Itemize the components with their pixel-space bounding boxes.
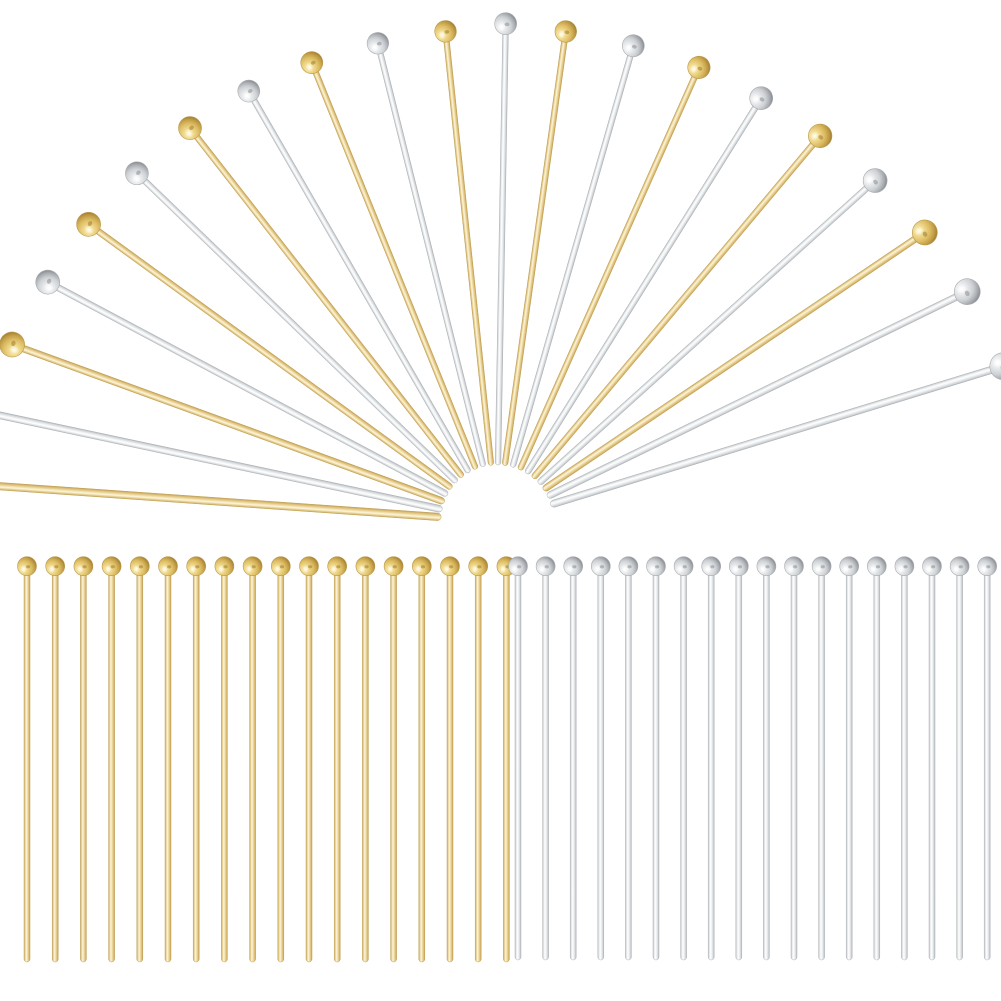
pin-shaft <box>531 138 819 480</box>
ball-specular-highlight <box>84 225 94 234</box>
ball-specular-highlight <box>243 91 252 101</box>
ball-seam-mark <box>504 22 510 27</box>
ball-specular-highlight <box>371 42 379 52</box>
ball-specular-highlight <box>305 62 314 72</box>
ball-seam-mark <box>873 179 878 185</box>
fan-pin-13-silver <box>510 34 645 468</box>
ball-seam-mark <box>759 97 765 102</box>
fan-pin-19-silver <box>546 278 981 499</box>
ball-seam-mark <box>964 290 970 297</box>
pin-shaft <box>537 182 873 485</box>
ball-seam-mark <box>46 278 52 284</box>
pin-shaft <box>139 175 458 484</box>
ball-specular-highlight <box>690 64 698 74</box>
fan-pin-20-silver <box>550 352 1001 508</box>
fan-pin-16-gold <box>531 123 833 480</box>
ball-specular-highlight <box>956 284 968 294</box>
ball-seam-mark <box>189 125 194 130</box>
fan-pin-2-gold <box>0 331 445 505</box>
ball-seam-mark <box>564 30 570 35</box>
pin-shaft <box>0 410 443 513</box>
ball-seam-mark <box>247 88 253 94</box>
ball-seam-mark <box>11 340 16 347</box>
fan-pin-0-gold <box>0 480 442 521</box>
ball-specular-highlight <box>558 29 566 39</box>
fan-pin-14-gold <box>517 55 711 471</box>
ball-seam-mark <box>697 66 703 71</box>
fan-pin-17-silver <box>537 168 888 485</box>
ball-specular-highlight <box>810 131 820 141</box>
pin-shaft <box>502 35 568 466</box>
ball-specular-highlight <box>132 174 141 183</box>
fan-pin-5-silver <box>125 161 458 484</box>
pin-shaft <box>0 480 442 521</box>
fan-pin-4-gold <box>76 211 453 490</box>
ball-specular-highlight <box>44 283 54 292</box>
pin-shaft <box>16 343 445 505</box>
ball-seam-mark <box>87 221 93 226</box>
ball-specular-highlight <box>184 128 194 138</box>
ball-specular-highlight <box>438 30 446 40</box>
ball-seam-mark <box>922 231 928 237</box>
fan-pin-11-silver <box>494 12 517 466</box>
fan-pin-6-gold <box>178 116 464 478</box>
fan-pin-8-gold <box>300 51 479 470</box>
fan-pin-10-gold <box>434 20 494 466</box>
ball-seam-mark <box>376 41 382 46</box>
fan-pin-9-silver <box>366 32 486 467</box>
ball-specular-highlight <box>625 43 633 53</box>
ball-specular-highlight <box>752 94 761 104</box>
ball-specular-highlight <box>498 22 506 32</box>
ball-specular-highlight <box>865 175 875 185</box>
ball-seam-mark <box>136 170 141 176</box>
fan-pin-7-silver <box>237 79 471 474</box>
fan-pin-1-silver <box>0 410 443 513</box>
ball-seam-mark <box>631 44 637 49</box>
fan-pin-18-gold <box>542 219 938 492</box>
fan-pin-12-gold <box>502 20 577 466</box>
fan-pin-15-silver <box>525 86 774 475</box>
ball-specular-highlight <box>914 226 925 236</box>
ball-specular-highlight <box>9 345 20 354</box>
ball-seam-mark <box>818 135 824 140</box>
pin-shaft <box>494 27 509 466</box>
ball-seam-mark <box>444 30 450 34</box>
ball-seam-mark <box>310 60 316 65</box>
fan-pin-3-silver <box>35 269 449 497</box>
